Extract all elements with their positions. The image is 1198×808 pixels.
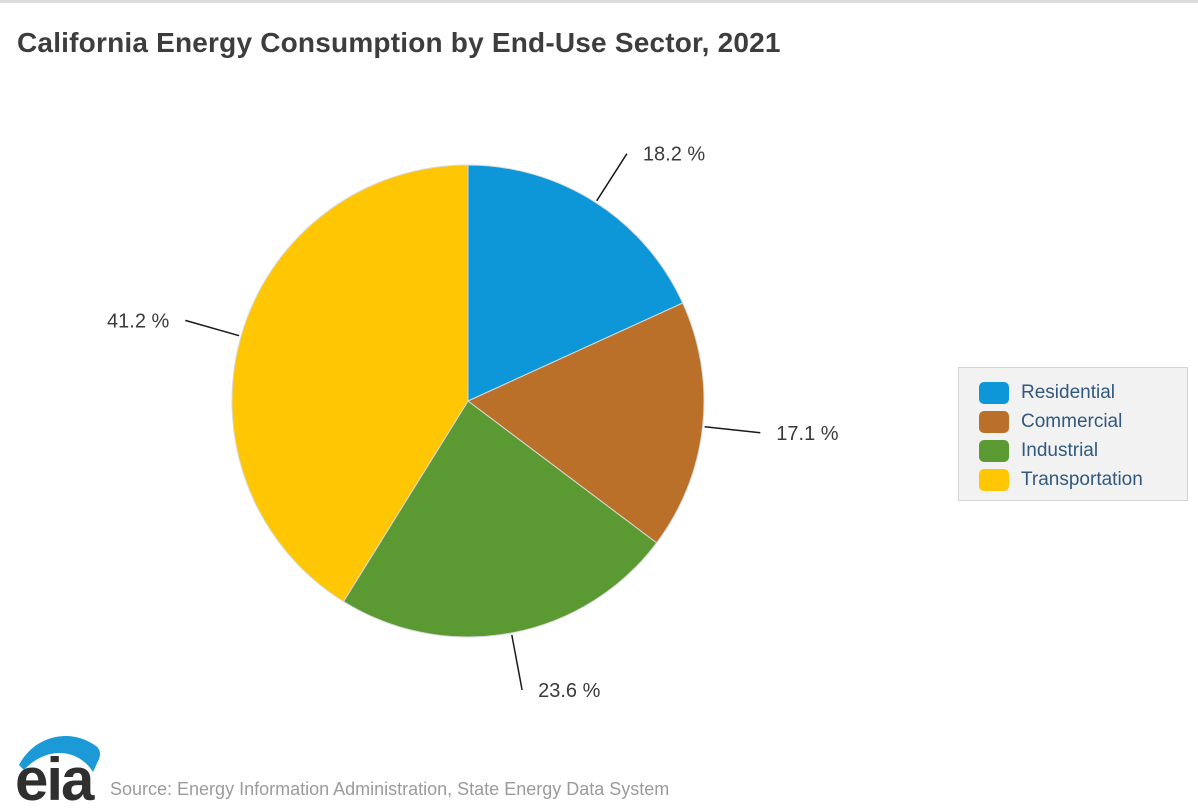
leader-line-residential bbox=[596, 153, 628, 202]
leader-line-transportation bbox=[185, 319, 240, 337]
pie-chart: 18.2 % 17.1 % 23.6 % 41.2 % bbox=[107, 144, 839, 702]
pie-value-label-transportation: 41.2 % bbox=[107, 310, 169, 332]
legend-item-residential: Residential bbox=[979, 378, 1187, 407]
pie-slice-residential bbox=[467, 164, 684, 402]
pie-slice-industrial bbox=[342, 400, 658, 638]
legend-swatch-transportation bbox=[979, 468, 1009, 491]
eia-logo-swoosh bbox=[19, 735, 100, 772]
legend: Residential Commercial Industrial Transport… bbox=[958, 367, 1188, 501]
pie-value-label-commercial: 17.1 % bbox=[776, 423, 838, 445]
eia-logo: eia bbox=[15, 735, 100, 804]
legend-label: Industrial bbox=[1021, 439, 1099, 461]
legend-label: Residential bbox=[1021, 381, 1115, 403]
source-text: Source: Energy Information Administratio… bbox=[110, 779, 670, 799]
pie-slice-commercial bbox=[467, 302, 705, 544]
legend-item-commercial: Commercial bbox=[979, 407, 1187, 436]
legend-label: Commercial bbox=[1021, 410, 1123, 432]
eia-logo-text: eia bbox=[15, 746, 95, 804]
legend-swatch-commercial bbox=[979, 410, 1009, 433]
legend-swatch-industrial bbox=[979, 439, 1009, 462]
legend-item-transportation: Transportation bbox=[979, 465, 1187, 494]
leader-line-commercial bbox=[704, 425, 761, 434]
legend-item-industrial: Industrial bbox=[979, 436, 1187, 465]
pie-value-label-industrial: 23.6 % bbox=[538, 680, 600, 702]
pie-slice-transportation bbox=[231, 164, 469, 603]
chart-title: California Energy Consumption by End-Use… bbox=[17, 27, 781, 58]
legend-label: Transportation bbox=[1021, 468, 1143, 490]
leader-line-industrial bbox=[511, 634, 523, 691]
legend-swatch-residential bbox=[979, 381, 1009, 404]
pie-value-label-residential: 18.2 % bbox=[643, 144, 705, 166]
